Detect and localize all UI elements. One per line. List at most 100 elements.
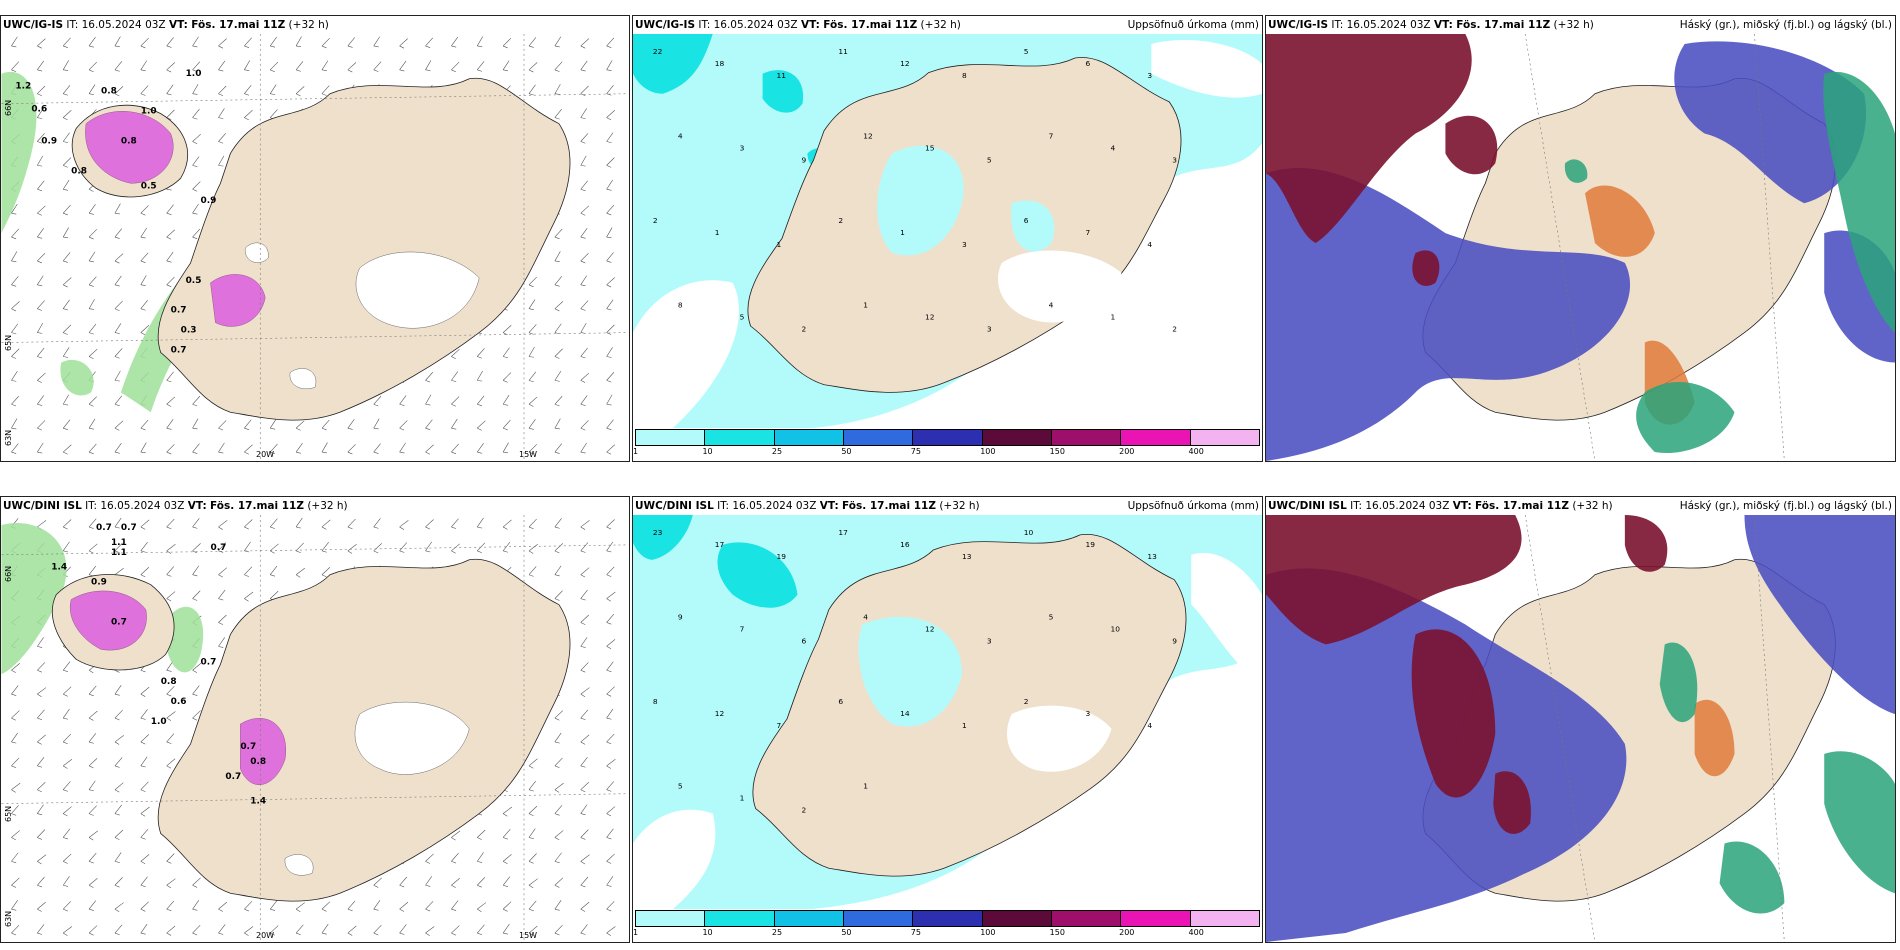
wind-barb: [373, 877, 382, 886]
wind-barb: [37, 322, 44, 333]
wind-barb-tick: [528, 380, 534, 383]
wind-barb-tick: [554, 93, 560, 95]
precip-value-label: 10: [1024, 528, 1034, 537]
wind-barb: [192, 590, 201, 599]
wind-barb-tick: [580, 141, 586, 144]
wind-barb-tick: [580, 45, 586, 49]
wind-barb-tick: [166, 550, 172, 554]
legend-tick-label: 150: [1049, 928, 1065, 937]
wind-barb-tick: [606, 693, 612, 697]
wind-barb-tick: [244, 550, 250, 553]
wind-barb-tick: [11, 670, 16, 673]
wind-barb-tick: [140, 741, 146, 745]
wind-barb-tick: [606, 932, 612, 936]
precip-value-label: 12: [900, 59, 909, 68]
wind-barb: [476, 852, 484, 862]
wind-barb: [62, 444, 72, 453]
dry-area: [633, 809, 716, 909]
wind-barb-tick: [244, 574, 250, 577]
wind-barb-tick: [63, 69, 69, 71]
precip-value-label: 3: [987, 636, 992, 645]
parallel-line: [1, 544, 629, 556]
wind-barb: [269, 565, 278, 575]
wind-value-label: 0.7: [201, 657, 217, 667]
wind-barb-tick: [451, 380, 457, 382]
wind-barb: [218, 155, 225, 166]
wind-barb-tick: [477, 451, 483, 454]
wind-barb-tick: [114, 765, 120, 768]
wind-barb: [37, 662, 46, 671]
wind-barb: [528, 62, 538, 71]
wind-barb: [347, 925, 357, 934]
wind-barb: [606, 110, 615, 118]
parallel-line: [1, 332, 629, 343]
wind-barb-tick: [554, 574, 560, 577]
wind-barb: [580, 520, 590, 528]
panel-header: UWC/DINI ISL IT: 16.05.2024 03Z VT: Fös.…: [1, 497, 629, 515]
wind-barb-tick: [114, 260, 120, 264]
wind-barb: [347, 900, 356, 910]
wind-barb-tick: [88, 789, 94, 792]
wind-barb-tick: [140, 693, 146, 697]
wind-barb-tick: [192, 693, 198, 696]
meridian-line: [1754, 34, 1785, 461]
wind-barb: [580, 322, 587, 333]
wind-barb-tick: [528, 861, 534, 864]
wind-barb-tick: [606, 427, 612, 430]
wind-barb-tick: [37, 741, 42, 745]
wind-barb-tick: [347, 451, 353, 455]
wind-barb: [373, 518, 381, 528]
wind-barb: [37, 133, 45, 142]
wind-barb: [11, 782, 21, 790]
wind-barb: [554, 395, 563, 405]
wind-barb-tick: [528, 885, 534, 889]
wind-barb-tick: [503, 550, 508, 553]
wind-barb-tick: [11, 260, 17, 262]
wind-barb: [476, 36, 483, 47]
wind-barb: [528, 299, 536, 309]
wind-barb-tick: [114, 451, 120, 454]
wind-barb-tick: [399, 69, 405, 72]
wind-barb: [88, 780, 96, 790]
legend-color-cell: [1190, 911, 1259, 926]
wind-barb: [192, 443, 200, 453]
wind-barb-tick: [166, 380, 172, 383]
it-label: IT:: [85, 500, 98, 512]
wind-barb-tick: [451, 885, 456, 888]
wind-barb: [528, 324, 537, 333]
wind-barb: [62, 85, 71, 94]
it-value: 16.05.2024 03Z: [732, 500, 817, 512]
wind-barb-tick: [554, 789, 560, 793]
parallel-line: [1, 793, 629, 804]
wind-barb: [502, 923, 510, 934]
wind-barb-tick: [37, 403, 43, 406]
wind-barb: [88, 276, 97, 286]
iceland-land: [752, 533, 1187, 877]
wind-barb: [477, 395, 485, 405]
wind-barb: [192, 36, 199, 47]
precip-value-label: 3: [987, 324, 992, 333]
wind-barb: [166, 591, 176, 599]
lead-time: (+32 h): [920, 19, 961, 31]
wind-barb-tick: [218, 932, 224, 935]
wind-barb: [347, 544, 357, 552]
wind-barb-tick: [114, 236, 120, 239]
wind-barb-tick: [37, 93, 42, 96]
wind-barb: [528, 853, 537, 862]
legend-color-cell: [774, 911, 844, 926]
wind-barb: [37, 300, 45, 309]
wind-barb: [166, 925, 176, 934]
wind-barb: [554, 805, 563, 814]
wind-value-label: 1.2: [15, 82, 31, 92]
wind-barb: [218, 38, 227, 47]
precip-value-label: 2: [801, 805, 806, 814]
wind-value-label: 0.7: [225, 772, 241, 782]
wind-barb-tick: [580, 861, 586, 865]
wind-barb: [88, 299, 95, 309]
wind-barb-tick: [373, 451, 379, 454]
wind-barb-tick: [63, 861, 68, 864]
ice-area: [240, 718, 287, 785]
wind-barb: [295, 61, 304, 71]
wind-barb-tick: [88, 550, 94, 554]
wind-value-label: 1.4: [51, 563, 67, 573]
